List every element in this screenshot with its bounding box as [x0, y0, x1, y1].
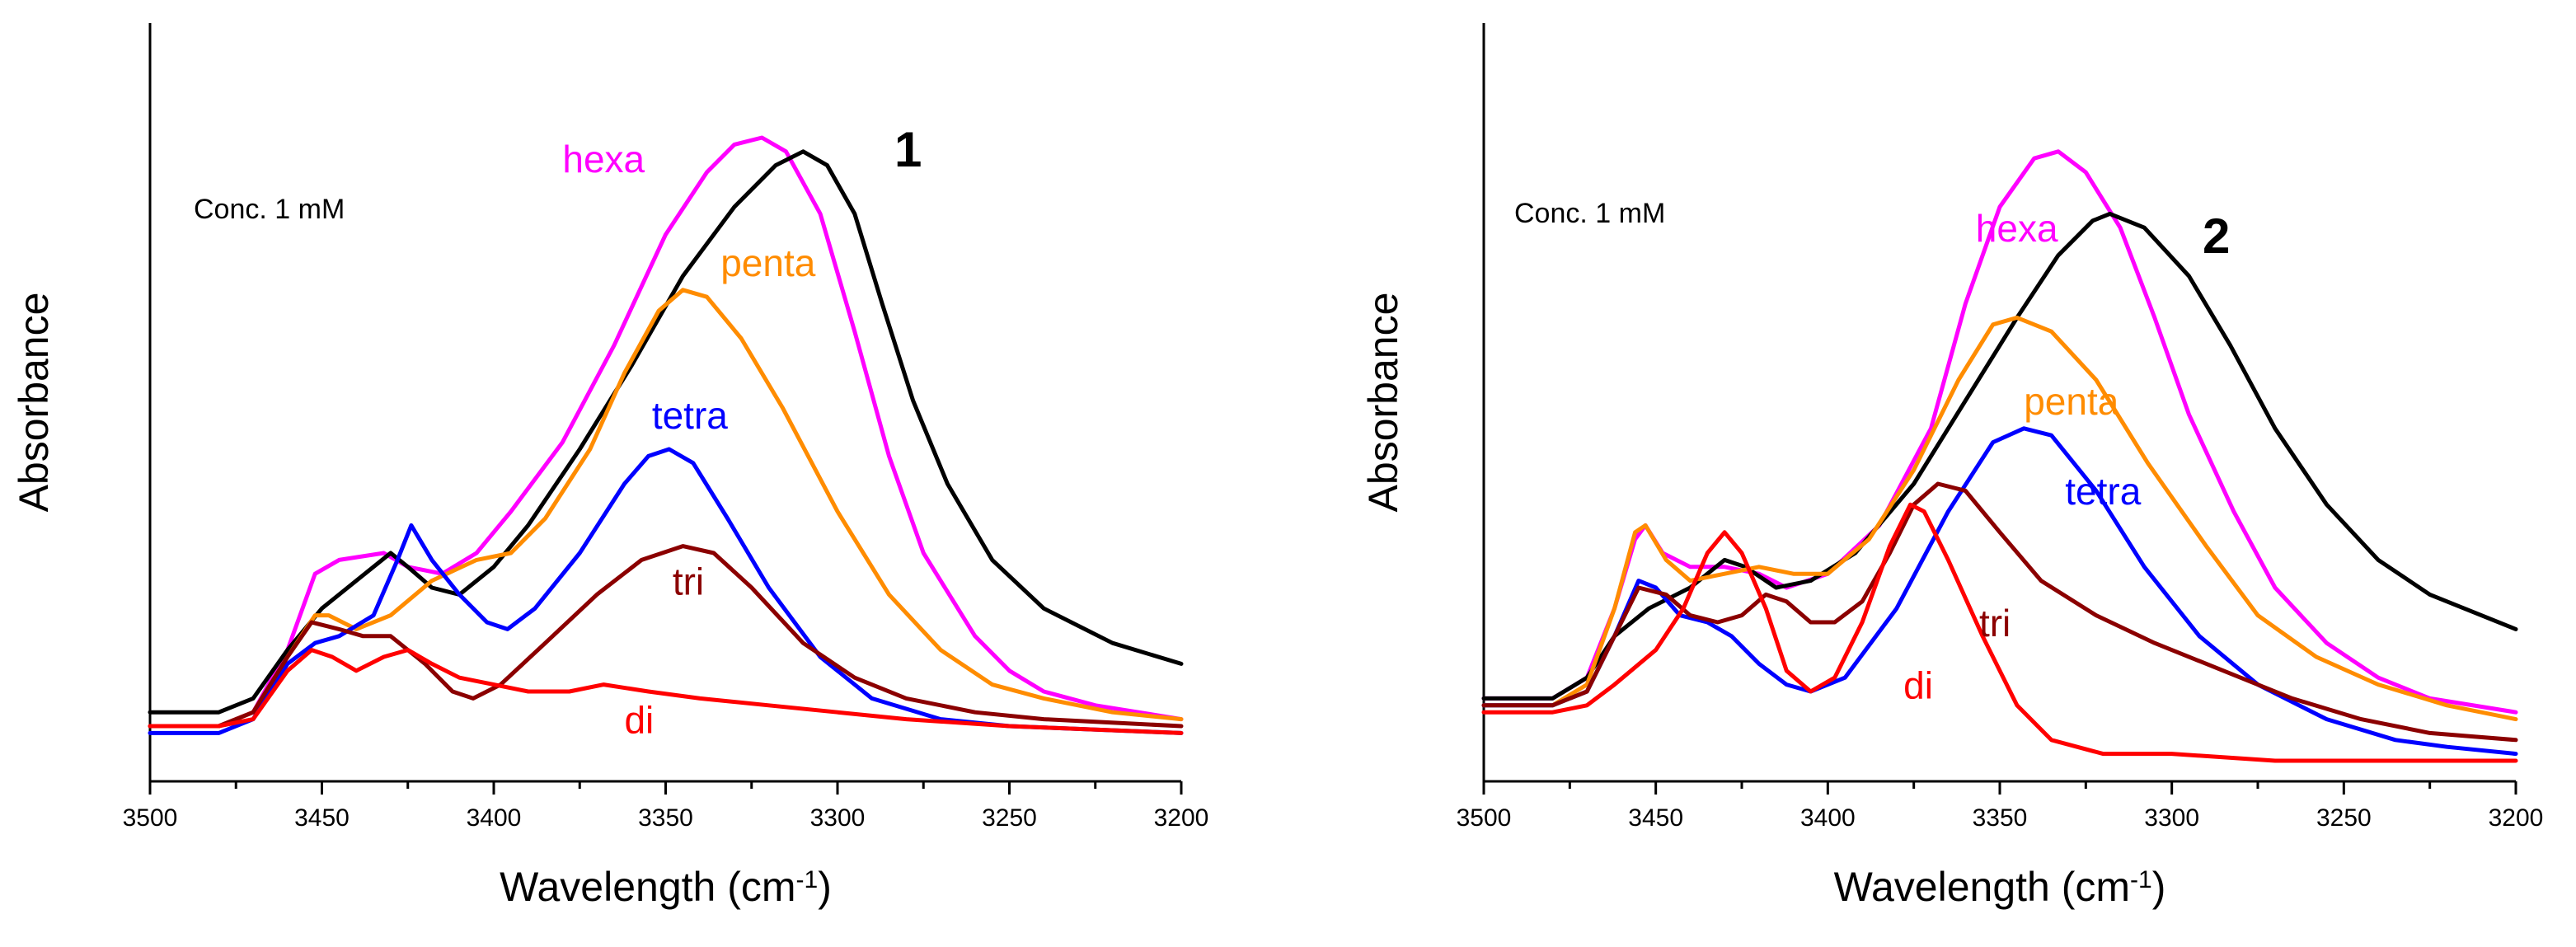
y-axis-label: Absorbance: [1360, 293, 1406, 513]
y-axis-label: Absorbance: [11, 293, 57, 513]
series-label-tri: tri: [673, 560, 704, 602]
series-line-tetra: [148, 447, 1184, 735]
series-label-di: di: [624, 698, 654, 741]
x-tick-label: 3500: [1457, 804, 1512, 832]
x-tick-label: 3350: [1973, 804, 2028, 832]
series-line-di: [1481, 502, 2518, 763]
compound-number: 1: [894, 122, 922, 177]
x-tick-label: 3450: [1628, 804, 1683, 832]
series-label-penta: penta: [720, 241, 816, 284]
series-line-penta: [1481, 315, 2518, 722]
series-line-1: [148, 149, 1184, 715]
series-line-di: [148, 648, 1184, 735]
series-line-2: [1481, 211, 2518, 701]
x-tick-label: 3400: [467, 804, 522, 832]
x-tick-label: 3250: [982, 804, 1037, 832]
series-line-hexa: [148, 135, 1184, 729]
series-line-penta: [148, 288, 1184, 729]
x-tick-label: 3450: [294, 804, 350, 832]
series-label-penta: penta: [2024, 380, 2119, 423]
series-label-hexa: hexa: [562, 138, 645, 180]
x-tick-label: 3250: [2316, 804, 2372, 832]
x-tick-label: 3200: [1154, 804, 1209, 832]
chart-panel-2: 3500 3450 3400 3350 3300 3250 3200 Wavelength (…: [1360, 23, 2543, 910]
series-line-tri: [1481, 481, 2518, 743]
x-tick-label: 3350: [638, 804, 693, 832]
series-label-tri: tri: [1979, 602, 2011, 645]
series-line-tetra: [1481, 426, 2518, 757]
x-tick-label: 3300: [810, 804, 866, 832]
x-tick-label: 3300: [2144, 804, 2199, 832]
series-label-di: di: [1903, 663, 1933, 706]
x-axis-label: Wavelength (cm-1): [1834, 864, 2166, 910]
series-line-tri: [148, 544, 1184, 729]
chart-panel-1: 3500 3450 3400 3350 3300 3250 3200 Wavelength (…: [11, 23, 1208, 910]
series-line-hexa: [1481, 149, 2518, 715]
series-label-tetra: tetra: [2065, 470, 2141, 513]
x-tick-label: 3500: [123, 804, 178, 832]
compound-number: 2: [2203, 209, 2230, 264]
x-tick-label: 3200: [2489, 804, 2544, 832]
x-tick-label: 3400: [1800, 804, 1856, 832]
concentration-annotation: Conc. 1 mM: [194, 194, 345, 225]
concentration-annotation: Conc. 1 mM: [1514, 198, 1665, 229]
series-label-hexa: hexa: [1976, 207, 2058, 250]
x-axis-label: Wavelength (cm-1): [500, 864, 832, 910]
series-label-tetra: tetra: [652, 394, 728, 437]
